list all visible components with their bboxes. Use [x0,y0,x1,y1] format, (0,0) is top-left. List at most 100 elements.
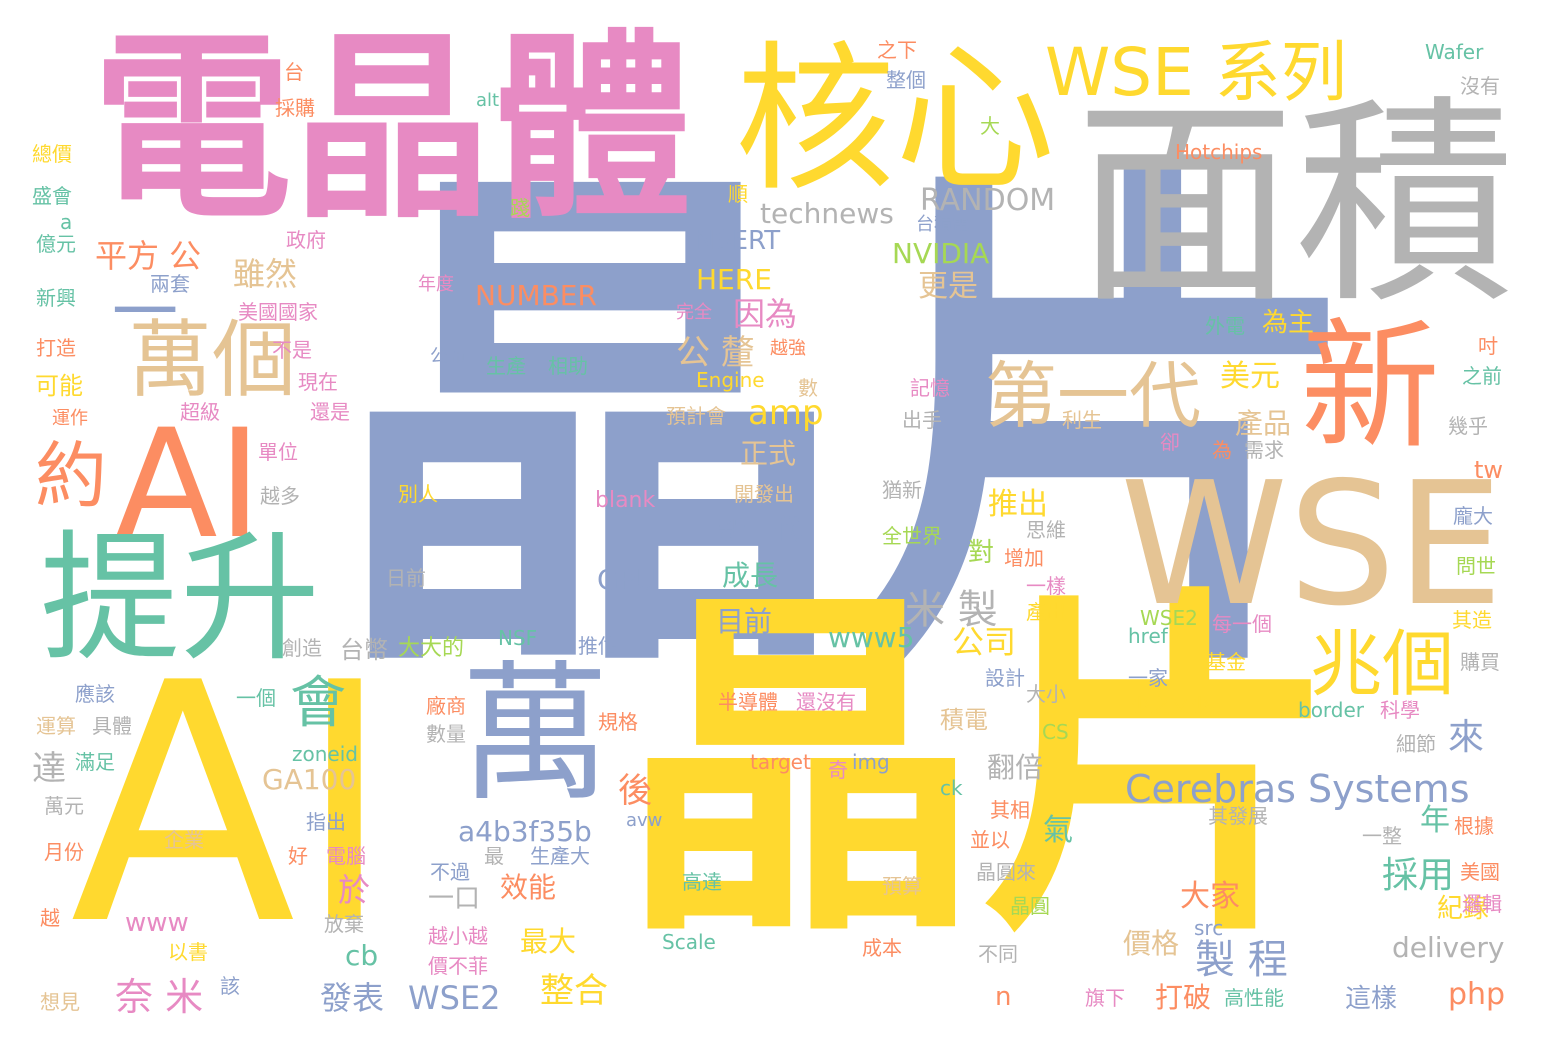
word-117: 幾乎 [1448,414,1488,438]
word-145: 購買 [1460,650,1500,674]
word-155: 少之又少 [1130,694,1210,718]
word-152: 一家 [1128,666,1168,690]
word-141: 每一個 [1212,612,1272,636]
word-110: 預計會 [666,404,726,428]
word-24: 發表 [320,979,385,1017]
word-42: 正式 [740,437,797,470]
word-142: 其造 [1452,608,1492,632]
word-21: 製 程 [1195,937,1288,983]
word-165: 萬元 [44,794,84,818]
word-49: www5 [828,621,915,654]
word-8: AI [115,398,262,572]
word-199: 旗下 [1085,986,1125,1010]
word-187: 預算 [882,874,922,898]
word-47: 目前 [716,605,773,638]
word-111: 記憶 [910,376,950,400]
word-50: 台幣 [340,636,388,664]
word-37: NUMBER [475,279,597,312]
word-133: 一樣 [1026,574,1066,598]
word-173: 一整 [1362,824,1402,848]
word-120: 需求 [1244,438,1284,462]
word-59: 最大 [520,925,577,958]
word-190: 越 [40,906,60,930]
word-45: 成長 [722,559,779,592]
word-63: 翻倍 [987,751,1044,784]
word-163: CS [1042,720,1069,744]
word-135: 問世 [1456,554,1496,578]
word-183: 並以 [970,828,1010,852]
word-83: 台 [284,60,304,84]
word-176: 企業 [164,828,204,852]
word-9: 新 [1300,306,1441,469]
word-10: 提升 [40,518,321,681]
word-26: 整合 [540,971,608,1011]
word-53: 後 [618,771,652,811]
word-184: 晶圓來 [976,860,1036,884]
word-188: 晶圓 [1010,894,1050,918]
word-197: 不同 [978,942,1018,966]
word-126: blank [595,488,656,513]
word-115: 吋 [1478,334,1498,358]
word-18: 一 [112,274,178,351]
word-134: 產出 [1026,600,1066,624]
word-114: 外電 [1205,314,1245,338]
word-82: 總價 [32,142,72,166]
word-68: php [1448,977,1506,1012]
word-128: 思維 [1026,518,1066,542]
word-32: technews [760,197,894,230]
word-70: 這樣 [1345,984,1398,1014]
word-56: 達 [32,749,66,789]
word-170: 其相 [990,798,1030,822]
word-122: 單位 [258,440,298,464]
word-77: 打造 [36,336,76,360]
word-175: avw [626,810,663,831]
word-118: 卻 [1160,430,1180,454]
word-3: 晶片 [620,560,1340,979]
word-167: img [852,750,890,774]
word-102: 不是 [272,338,312,362]
word-193: 越小越 [428,924,488,948]
word-101: 相助 [548,354,588,378]
word-74: 一口 [428,884,481,914]
word-192: 放棄 [324,912,364,936]
word-69: 紀錄 [1437,894,1490,924]
word-86: 大 [980,114,1000,138]
word-13: 萬個 [128,311,297,409]
word-14: 第一代 [985,354,1202,438]
word-161: 數量 [426,722,466,746]
word-144: 基金 [1206,650,1246,674]
word-85: alt [476,90,500,111]
word-177: 月份 [44,840,84,864]
word-11: 萬 [460,648,611,822]
word-30: amp [748,393,824,433]
word-109: 數 [798,376,818,400]
word-201: 想見 [40,990,80,1014]
word-153: border [1298,698,1365,722]
word-119: 為 [1212,438,1232,462]
word-64: 積電 [940,706,988,734]
word-129: 龐大 [1453,504,1493,528]
word-158: 滿足 [75,750,115,774]
word-200: 高性能 [1224,986,1284,1010]
word-132: 增加 [1004,546,1044,570]
word-166: target [750,750,811,774]
word-164: 細節 [1396,732,1436,756]
word-174: 指出 [306,810,346,834]
word-25: WSE2 [408,979,501,1017]
word-87: 之下 [877,38,917,62]
word-61: 價格 [1123,927,1180,960]
word-48: 公司 [952,623,1017,661]
word-194: 價不菲 [428,954,488,978]
word-169: ck [940,776,963,800]
word-146: 應該 [75,682,115,706]
word-124: 別人 [398,482,438,506]
word-41: 產品 [1235,407,1292,440]
word-139: 推估 [578,634,618,658]
word-19: 會 [290,671,346,736]
word-105: 超級 [180,400,220,424]
word-186: 高達 [682,870,722,894]
word-67: delivery [1392,931,1505,964]
word-104: 還是 [310,400,350,424]
word-107: 越強 [770,338,806,359]
